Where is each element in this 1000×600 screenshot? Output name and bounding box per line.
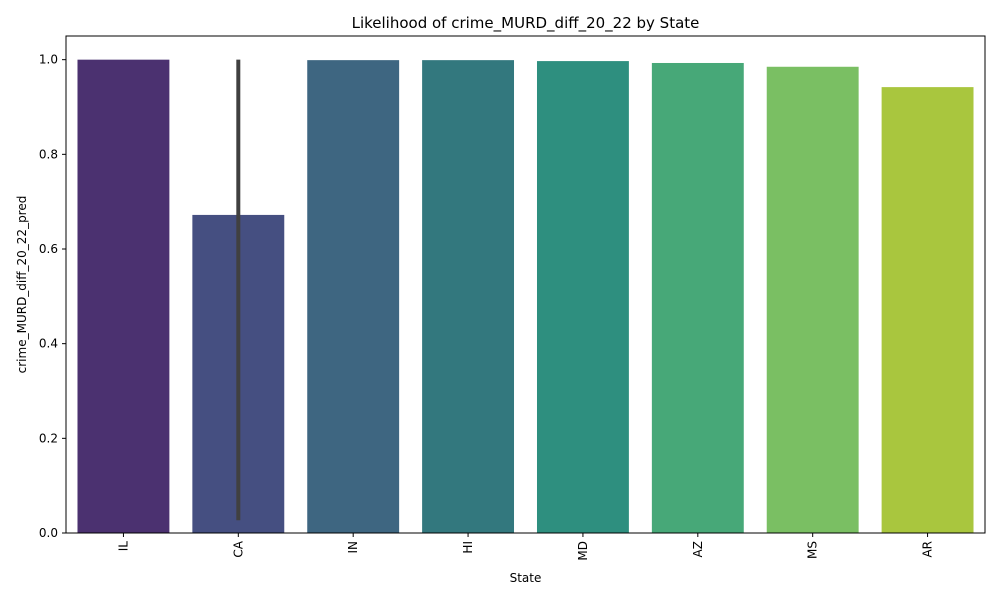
x-tick-label: AR [921,541,935,558]
y-axis: 0.0 0.2 0.4 0.6 0.8 1.0 [39,53,66,540]
x-axis: IL CA IN HI MD AZ MS AR [116,533,935,561]
bar-hi [422,60,515,533]
x-tick-label: CA [231,540,245,557]
bar-in [307,60,400,533]
y-tick-label: 0.4 [39,337,58,351]
x-tick-label: AZ [691,541,705,557]
y-axis-label: crime_MURD_diff_20_22_pred [15,196,29,374]
bar-ar [881,87,974,534]
y-tick-label: 1.0 [39,53,58,67]
bar-il [77,59,170,534]
x-tick-label: IL [116,541,130,552]
y-tick-label: 0.8 [39,147,58,161]
y-tick-label: 0.2 [39,431,58,445]
bar-ms [766,66,859,534]
plot-frame [65,35,986,534]
x-tick-label: IN [346,541,360,554]
bar-az [651,62,744,533]
x-axis-label: State [510,571,542,585]
x-tick-label: MS [806,541,820,559]
y-tick-label: 0.6 [39,242,58,256]
y-tick-label: 0.0 [39,526,58,540]
plot-area [65,35,986,534]
x-tick-label: MD [576,541,590,561]
x-tick-label: HI [461,541,475,554]
bar-md [536,61,629,533]
chart-title: Likelihood of crime_MURD_diff_20_22 by S… [352,14,700,33]
